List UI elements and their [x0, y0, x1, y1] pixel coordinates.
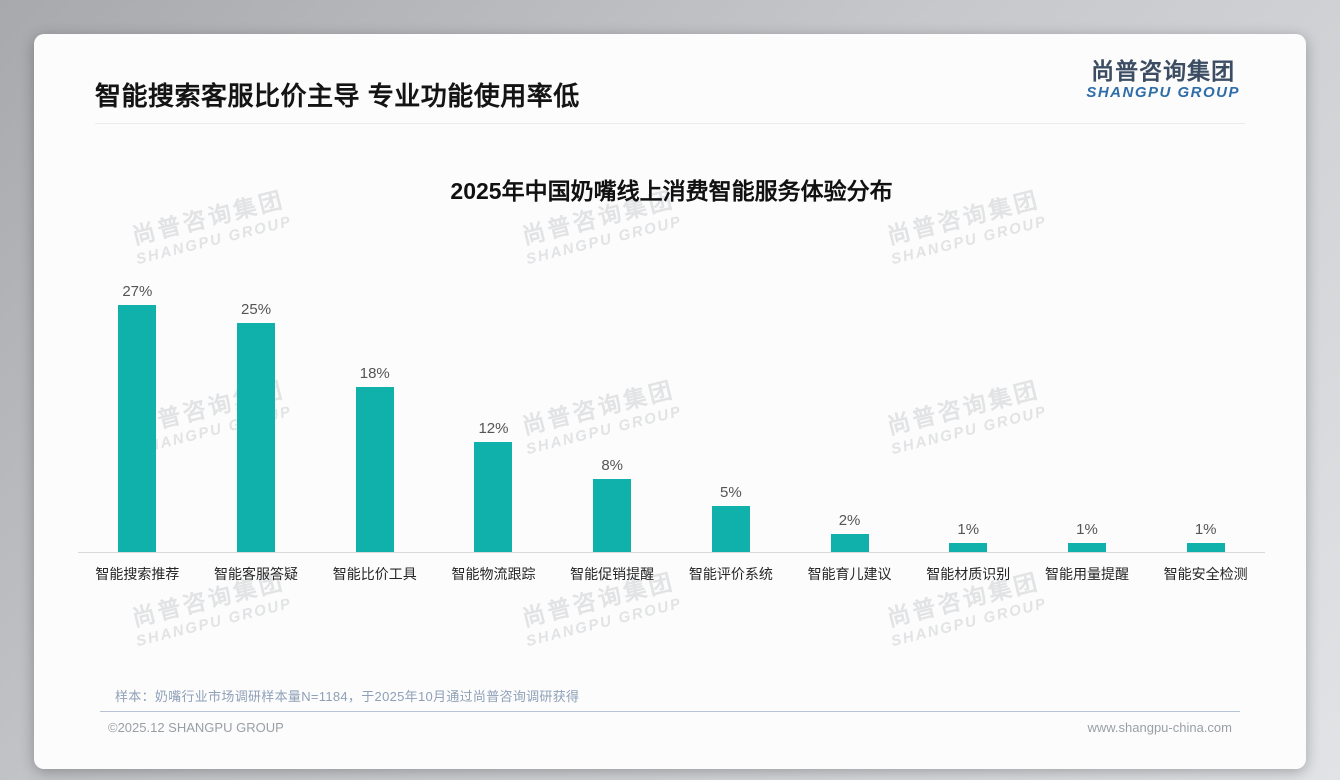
bar — [711, 506, 750, 552]
bar — [118, 305, 157, 552]
bar — [474, 442, 513, 552]
bar — [237, 323, 276, 552]
category-label: 智能材质识别 — [926, 566, 1011, 582]
category-label: 智能比价工具 — [332, 566, 417, 582]
bar-group: 8% — [553, 222, 672, 552]
bar-value-label: 1% — [957, 521, 980, 538]
company-logo: 尚普咨询集团 SHANGPU GROUP — [1086, 58, 1240, 101]
watermark-english-text: SHANGPU GROUP — [134, 594, 294, 651]
bar — [593, 479, 632, 552]
bar-value-label: 5% — [720, 484, 742, 501]
x-axis-labels: 智能搜索推荐 智能客服答疑 智能比价工具 智能物流跟踪 智能促销提醒 智能评价系统 智能育儿… — [78, 564, 1265, 584]
category-label: 智能客服答疑 — [214, 566, 299, 582]
bar-value-label: 25% — [241, 301, 272, 318]
logo-english-text: SHANGPU GROUP — [1086, 84, 1240, 102]
bar-value-label: 1% — [1076, 521, 1098, 538]
bar-value-label: 18% — [359, 365, 390, 382]
bar-group: 25% — [197, 222, 316, 552]
bar — [1186, 543, 1225, 552]
bar-value-label: 8% — [601, 457, 623, 474]
x-axis-line — [78, 552, 1265, 553]
category-label: 智能用量提醒 — [1044, 566, 1129, 582]
bar — [1067, 543, 1106, 552]
bar-group: 5% — [672, 222, 791, 552]
bar-group: 12% — [434, 222, 553, 552]
bar-group: 18% — [315, 222, 434, 552]
bar-value-label: 27% — [122, 283, 153, 300]
bar-value-label: 2% — [838, 512, 861, 529]
slide-card: 尚普咨询集团 SHANGPU GROUP 尚普咨询集团 SHANGPU GROUP 尚普… — [34, 34, 1306, 769]
bar-group: 2% — [790, 222, 909, 552]
bar-group: 1% — [909, 222, 1028, 552]
bar-group: 1% — [1028, 222, 1147, 552]
bar-group: 1% — [1146, 222, 1265, 552]
category-label: 智能促销提醒 — [570, 566, 655, 582]
page-title: 智能搜索客服比价主导 专业功能使用率低 — [95, 81, 580, 111]
category-label: 智能安全检测 — [1163, 566, 1248, 582]
chart-title: 2025年中国奶嘴线上消费智能服务体验分布 — [450, 178, 893, 204]
header-divider — [95, 123, 1245, 124]
category-label: 智能评价系统 — [688, 566, 773, 582]
bar — [355, 387, 394, 552]
logo-chinese-text: 尚普咨询集团 — [1091, 58, 1236, 84]
copyright-text: ©2025.12 SHANGPU GROUP — [108, 720, 284, 735]
website-url: www.shangpu-china.com — [1087, 720, 1232, 735]
bar-chart: 27% 25% 18% 12% 8% 5% 2% 1% 1% 1% — [78, 222, 1265, 552]
bar-group: 27% — [78, 222, 197, 552]
bar-value-label: 12% — [478, 420, 509, 437]
bar — [830, 534, 869, 552]
bar-value-label: 1% — [1194, 521, 1217, 538]
category-label: 智能育儿建议 — [807, 566, 892, 582]
footer-divider — [100, 711, 1240, 712]
bar — [949, 543, 988, 552]
category-label: 智能物流跟踪 — [451, 566, 536, 582]
watermark-english-text: SHANGPU GROUP — [889, 594, 1049, 651]
category-label: 智能搜索推荐 — [95, 566, 180, 582]
sample-footnote: 样本：奶嘴行业市场调研样本量N=1184，于2025年10月通过尚普咨询调研获得 — [115, 689, 580, 704]
watermark-english-text: SHANGPU GROUP — [524, 594, 684, 651]
